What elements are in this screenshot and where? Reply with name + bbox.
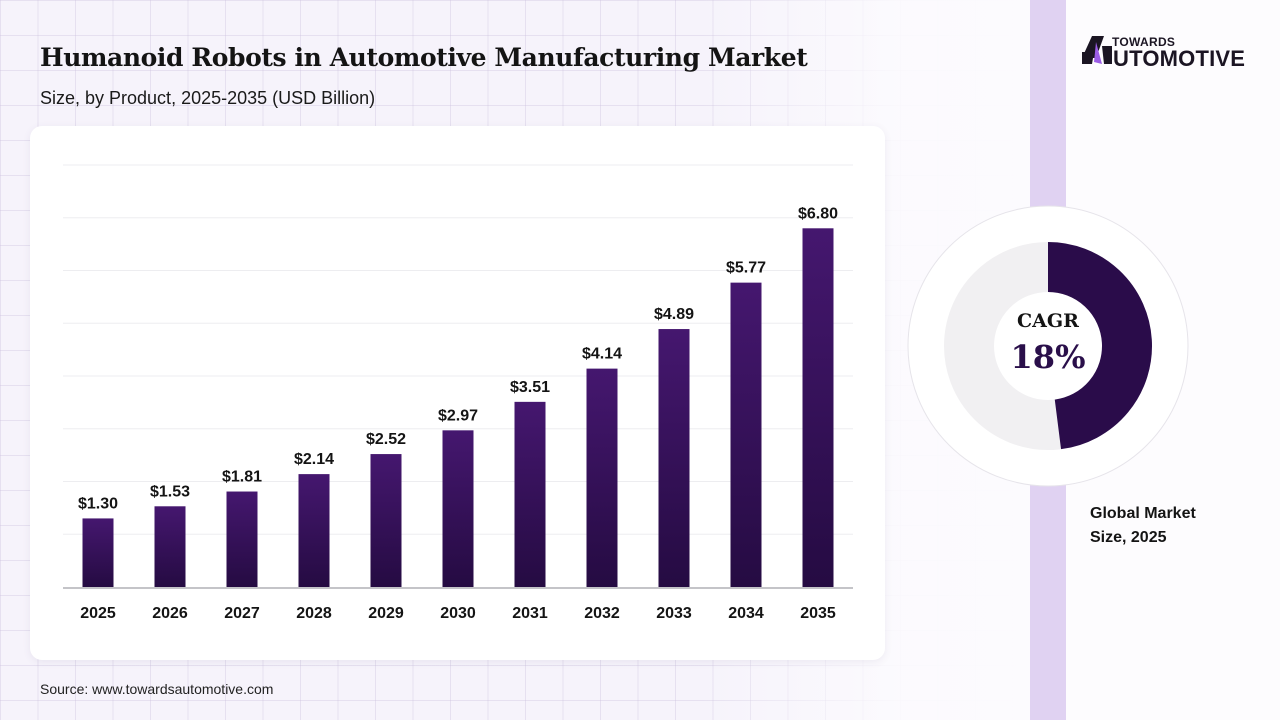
x-tick-2031: 2031 xyxy=(512,605,548,622)
value-label-2026: $1.53 xyxy=(150,483,190,500)
bar-2033 xyxy=(658,329,690,587)
value-label-2030: $2.97 xyxy=(438,407,478,424)
bar-2027 xyxy=(226,491,258,587)
donut-fill-arc xyxy=(1047,242,1152,450)
value-label-2027: $1.81 xyxy=(222,469,262,486)
global-market-size-label: Global Market Size, 2025 xyxy=(1090,502,1250,550)
bar-2031 xyxy=(514,401,546,587)
x-tick-2026: 2026 xyxy=(152,605,188,622)
bar-2026 xyxy=(154,506,186,587)
value-label-2031: $3.51 xyxy=(510,379,550,396)
x-tick-2035: 2035 xyxy=(800,605,836,622)
chart-title: Humanoid Robots in Automotive Manufactur… xyxy=(40,43,808,72)
market-label-line2: Size, 2025 xyxy=(1090,529,1167,546)
x-tick-2029: 2029 xyxy=(368,605,404,622)
value-labels: $1.30 $1.53 $1.81 $2.14 $2.52 $2.97 $3.51 $4.14… xyxy=(78,205,838,512)
brand-logo: TOWARDS UTOMOTIVE xyxy=(1082,33,1252,73)
x-tick-2032: 2032 xyxy=(584,605,620,622)
cagr-label: CAGR xyxy=(1017,310,1079,332)
value-label-2032: $4.14 xyxy=(582,346,622,363)
cagr-value: 18% xyxy=(1010,338,1086,376)
x-tick-2033: 2033 xyxy=(656,605,692,622)
value-label-2034: $5.77 xyxy=(726,260,766,277)
donut-chart xyxy=(907,205,1189,487)
bar-chart: $1.30 $1.53 $1.81 $2.14 $2.52 $2.97 $3.51 $4.14… xyxy=(63,164,853,622)
x-tick-2027: 2027 xyxy=(224,605,260,622)
bar-2032 xyxy=(586,368,618,587)
bar-2028 xyxy=(298,474,330,587)
value-label-2025: $1.30 xyxy=(78,495,118,512)
bar-2029 xyxy=(370,454,402,587)
bar-2035 xyxy=(802,228,834,588)
x-tick-2034: 2034 xyxy=(728,605,764,622)
market-label-line1: Global Market xyxy=(1090,505,1196,522)
chart-subtitle: Size, by Product, 2025-2035 (USD Billion… xyxy=(40,88,376,108)
bar-2025 xyxy=(82,518,114,587)
x-tick-2028: 2028 xyxy=(296,605,332,622)
source-note: Source: www.towardsautomotive.com xyxy=(40,681,274,697)
x-tick-2025: 2025 xyxy=(80,605,116,622)
stylized-a-logo-icon xyxy=(1082,36,1112,64)
chart-card: $1.30 $1.53 $1.81 $2.14 $2.52 $2.97 $3.51 $4.14… xyxy=(30,126,885,660)
value-label-2033: $4.89 xyxy=(654,306,694,323)
cagr-donut: CAGR 18% xyxy=(906,204,1190,488)
value-label-2035: $6.80 xyxy=(798,205,838,222)
logo-text-towards: TOWARDS xyxy=(1112,35,1176,49)
value-label-2028: $2.14 xyxy=(294,451,334,468)
logo-text-automotive: UTOMOTIVE xyxy=(1113,46,1246,71)
bars xyxy=(82,228,834,588)
x-tick-labels: 2025 2026 2027 2028 2029 2030 2031 2032 2033 2034… xyxy=(80,605,836,622)
bar-2030 xyxy=(442,430,474,587)
bar-2034 xyxy=(730,282,762,587)
x-tick-2030: 2030 xyxy=(440,605,476,622)
value-label-2029: $2.52 xyxy=(366,431,406,448)
